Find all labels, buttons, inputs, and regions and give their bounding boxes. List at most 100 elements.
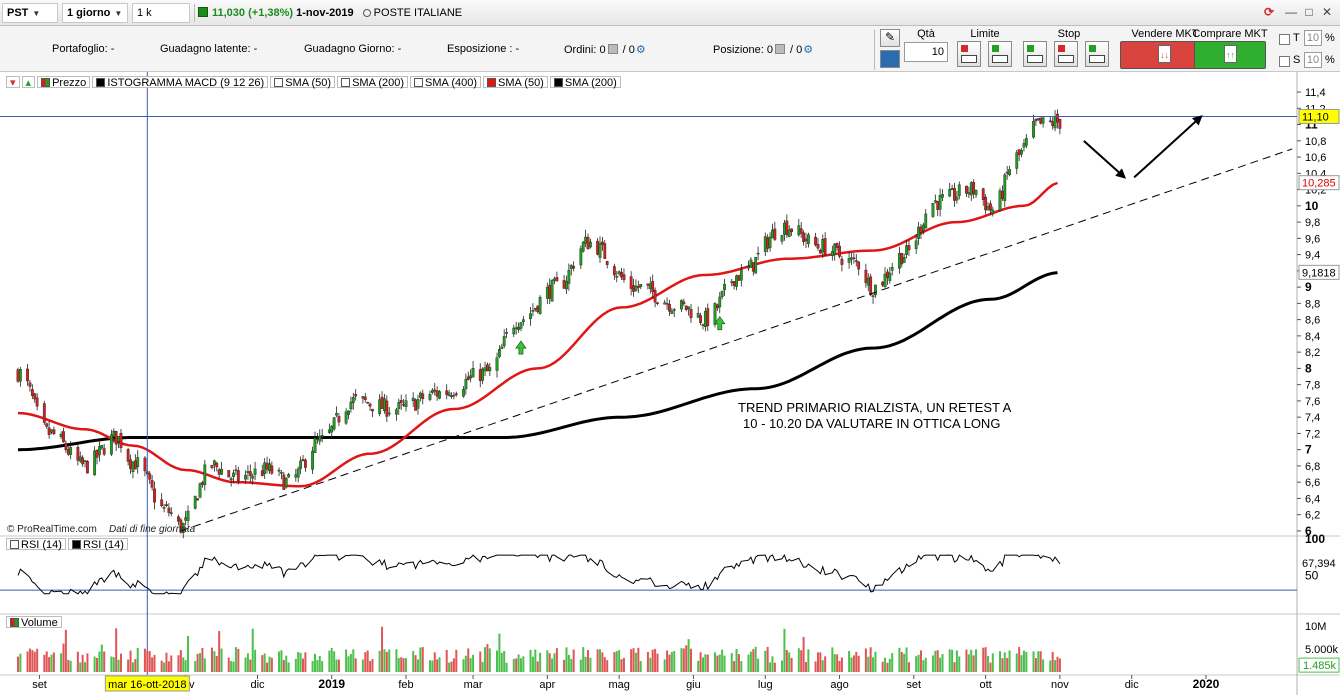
gear-icon[interactable]: ⚙: [803, 44, 814, 56]
t-label: T: [1293, 32, 1300, 44]
candle-body: [898, 253, 901, 269]
s-percent-input[interactable]: 10: [1304, 52, 1322, 68]
overlay-layer: [0, 72, 1297, 675]
stop-buy-button-2[interactable]: [1085, 41, 1109, 67]
candle-body: [181, 522, 185, 533]
legend-rsi-1[interactable]: RSI (14): [6, 538, 66, 551]
volume-bar: [716, 655, 719, 672]
candle-body: [114, 430, 118, 445]
close-icon[interactable]: ✕: [1321, 5, 1333, 19]
legend-sma200-hidden[interactable]: SMA (200): [337, 76, 409, 89]
volume-bar: [462, 659, 465, 672]
volume-bar: [266, 662, 269, 672]
candle-body: [1024, 138, 1028, 146]
candle-body: [234, 469, 238, 472]
candle-body: [347, 410, 350, 415]
instrument-name-block[interactable]: POSTE ITALIANE: [362, 7, 462, 19]
volume-bar: [706, 654, 709, 672]
volume-bar: [587, 650, 590, 672]
candle-body: [193, 495, 197, 509]
stop-label: Stop: [1057, 28, 1081, 40]
volume-bar: [270, 657, 273, 672]
candle-body: [572, 266, 576, 269]
candle-body: [874, 284, 877, 296]
volume-bar: [187, 635, 190, 672]
stop-sell-button[interactable]: [1054, 41, 1078, 67]
t-percent-input[interactable]: 10: [1304, 30, 1322, 46]
legend-volume[interactable]: Volume: [6, 616, 62, 629]
legend-volume-label: Volume: [21, 617, 58, 629]
volume-bar: [371, 659, 374, 672]
buy-market-button[interactable]: ↑↑: [1194, 41, 1266, 69]
volume-bar: [302, 658, 305, 672]
candle-body: [701, 324, 705, 327]
qta-input[interactable]: 10: [904, 42, 948, 62]
volume-bar: [261, 655, 264, 672]
candle-body: [665, 303, 669, 305]
candle-body: [287, 473, 291, 478]
volume-bar: [740, 661, 743, 672]
legend-price[interactable]: Prezzo: [37, 76, 91, 89]
candle-body: [567, 270, 571, 284]
candle-body: [907, 245, 911, 251]
legend-sma200[interactable]: SMA (200): [549, 76, 621, 89]
candle-body: [1048, 120, 1052, 122]
period-dropdown[interactable]: 1 giorno ▼: [62, 3, 128, 23]
legend-sma50[interactable]: SMA (50): [483, 76, 548, 89]
volume-bar: [519, 658, 522, 672]
volume-bar: [872, 657, 875, 672]
candle-body: [315, 438, 319, 440]
limit-buy-button[interactable]: [988, 41, 1012, 67]
sma200-layer: [17, 271, 1058, 452]
volume-bar: [60, 653, 63, 672]
legend-sma400[interactable]: SMA (400): [410, 76, 481, 89]
move-panel-button[interactable]: ▴: [21, 76, 36, 89]
candle-body: [454, 393, 458, 395]
gear-icon[interactable]: ⚙: [635, 44, 646, 56]
cancel-orders-icon[interactable]: [607, 44, 618, 54]
candle-body: [363, 396, 367, 400]
sell-market-button[interactable]: ↓↓: [1120, 41, 1208, 69]
keypad-icon[interactable]: [880, 50, 900, 68]
units-dropdown[interactable]: 1 k unità▼: [132, 3, 190, 37]
pencil-icon[interactable]: ✎: [880, 29, 900, 47]
legend-macd[interactable]: ISTOGRAMMA MACD (9 12 26): [92, 76, 269, 89]
trailing-checkbox[interactable]: [1279, 34, 1290, 45]
volume-bar: [1058, 658, 1061, 672]
guadagno-latente-label: Guadagno latente:: [160, 43, 251, 55]
limit-sell-button[interactable]: [957, 41, 981, 67]
volume-bar: [163, 662, 166, 672]
volume-bar: [649, 657, 652, 672]
volume-bar: [551, 658, 554, 672]
stop-checkbox[interactable]: [1279, 56, 1290, 67]
symbol-dropdown[interactable]: PST ▼: [2, 3, 58, 23]
legend-rsi-2[interactable]: RSI (14): [67, 538, 128, 551]
candle-body: [936, 201, 940, 210]
volume-bar: [682, 648, 685, 672]
close-position-icon[interactable]: [774, 44, 785, 54]
maximize-icon[interactable]: □: [1305, 5, 1313, 19]
volume-bar: [733, 661, 736, 672]
panel-divider: [874, 30, 875, 70]
candle-body: [754, 256, 758, 274]
minimize-icon[interactable]: —: [1285, 5, 1297, 19]
candle-body: [768, 236, 772, 249]
candle-body: [282, 474, 286, 490]
portafoglio-field: Portafoglio: -: [52, 43, 114, 55]
collapse-panel-button[interactable]: ▾: [6, 76, 20, 89]
stop-buy-button[interactable]: [1023, 41, 1047, 67]
candle-body: [670, 310, 674, 314]
legend-sma50-hidden[interactable]: SMA (50): [270, 76, 336, 89]
candle-body: [799, 228, 803, 234]
sma50-layer: [17, 181, 1058, 488]
candle-body: [102, 448, 106, 455]
sell-mkt-label: Vendere MKT: [1131, 28, 1199, 40]
volume-bar: [237, 648, 240, 672]
refresh-icon[interactable]: ⟳: [1263, 5, 1275, 19]
candle-body: [1053, 116, 1057, 129]
candle-body: [387, 412, 391, 415]
volume-bar: [781, 660, 784, 672]
volume-bar: [249, 659, 252, 672]
